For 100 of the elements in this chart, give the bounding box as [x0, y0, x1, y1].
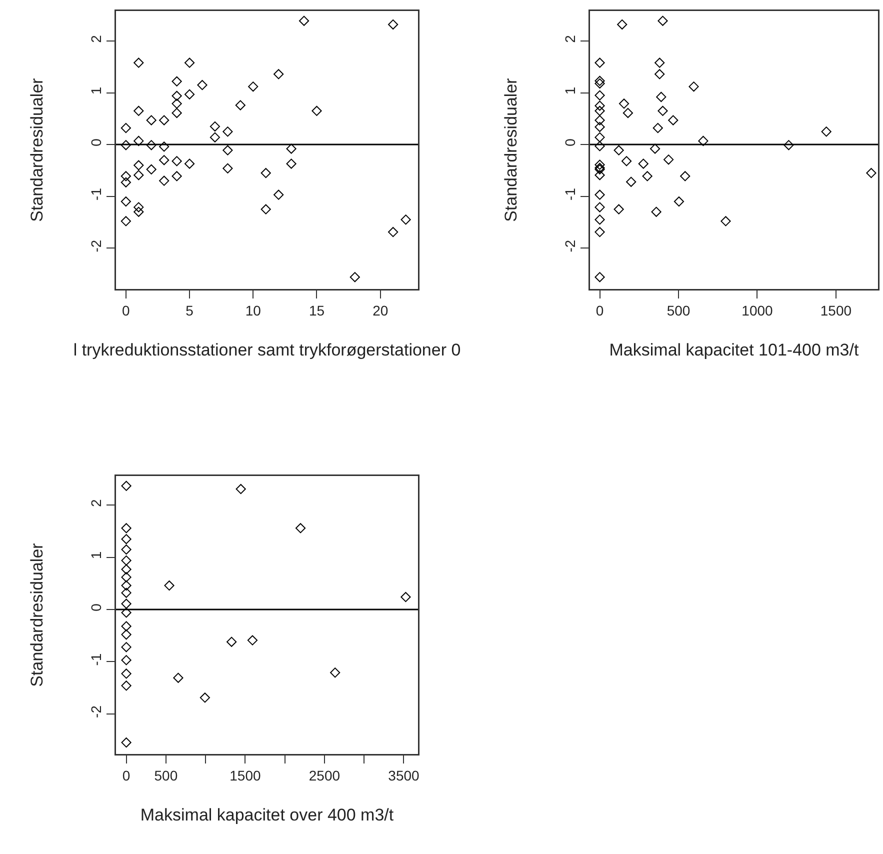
point — [260, 168, 271, 178]
y-axis-title: Standardresidualer — [28, 542, 47, 687]
point — [172, 76, 182, 86]
y-tick-label: -2 — [88, 240, 104, 252]
point — [866, 168, 876, 178]
point — [638, 158, 648, 169]
point — [654, 69, 665, 80]
x-tick-label: 1500 — [820, 302, 852, 318]
y-tick-label: -2 — [562, 240, 578, 252]
point — [668, 115, 678, 126]
point — [134, 160, 144, 170]
x-tick-label: 5 — [186, 302, 194, 318]
x-axis-title: l trykreduktionsstationer samt trykforøgerstationer 0 — [73, 340, 461, 360]
point — [680, 171, 690, 182]
y-tick-label: -2 — [88, 705, 104, 718]
point — [594, 170, 605, 180]
point — [120, 196, 131, 207]
point — [121, 534, 132, 544]
point — [121, 544, 132, 555]
point — [134, 58, 144, 68]
point — [274, 69, 284, 80]
point — [642, 171, 652, 182]
x-tick-label: 1500 — [230, 767, 261, 784]
point — [614, 204, 624, 214]
point — [626, 176, 636, 187]
x-tick-label: 20 — [372, 302, 388, 318]
y-tick-label: 2 — [562, 34, 578, 43]
point — [184, 158, 195, 169]
point — [286, 144, 296, 154]
point — [159, 115, 170, 126]
point — [298, 16, 310, 26]
point — [159, 155, 170, 166]
point — [159, 176, 170, 186]
point — [121, 598, 132, 609]
point — [120, 216, 131, 226]
point — [594, 202, 605, 212]
point — [594, 272, 605, 282]
point — [274, 190, 284, 200]
point — [184, 89, 195, 100]
point — [210, 132, 220, 142]
point — [222, 126, 233, 137]
point — [650, 144, 660, 154]
y-tick-label: 1 — [562, 86, 578, 95]
point — [618, 98, 630, 109]
point — [698, 136, 708, 146]
point — [651, 206, 662, 217]
point — [121, 564, 132, 574]
point — [173, 672, 184, 683]
point — [654, 58, 665, 68]
point — [594, 122, 605, 132]
x-axis-title: Maksimal kapacitet 101-400 m3/t — [609, 340, 859, 360]
point — [400, 214, 411, 225]
point — [222, 145, 233, 156]
point — [121, 523, 132, 534]
y-tick-label: 0 — [88, 138, 104, 146]
point — [614, 145, 624, 156]
point — [134, 202, 144, 212]
point — [121, 580, 132, 591]
point — [121, 642, 132, 652]
point — [295, 523, 306, 534]
point — [226, 636, 237, 647]
point — [594, 100, 605, 111]
y-tick-label: 1 — [88, 86, 104, 95]
y-tick-label: 0 — [88, 603, 104, 612]
x-tick-label: 500 — [666, 302, 690, 318]
point — [134, 136, 144, 146]
point — [658, 16, 668, 26]
point — [400, 592, 411, 602]
point — [235, 100, 246, 110]
point — [121, 572, 132, 582]
point — [134, 206, 144, 217]
point — [330, 668, 340, 678]
point — [594, 160, 605, 170]
point — [121, 588, 132, 598]
point — [121, 655, 132, 666]
point — [350, 272, 360, 282]
x-axis-title: Maksimal kapacitet over 400 m3/t — [140, 805, 394, 824]
x-tick-label: 500 — [154, 767, 178, 784]
x-tick-label: 0 — [122, 302, 130, 318]
point — [656, 92, 666, 102]
y-tick-label: 2 — [88, 499, 104, 508]
point — [184, 58, 195, 68]
point — [658, 106, 668, 116]
point — [784, 140, 794, 150]
point — [594, 90, 605, 100]
point — [594, 227, 605, 238]
y-axis-title: Standardresidualer — [28, 78, 47, 222]
point — [720, 216, 731, 226]
point — [121, 555, 132, 566]
point — [121, 608, 132, 618]
y-tick-label: -1 — [562, 188, 578, 200]
point — [121, 630, 132, 640]
point — [236, 484, 246, 494]
y-tick-label: 0 — [562, 138, 578, 146]
point — [821, 126, 832, 137]
y-axis-title: Standardresidualer — [502, 78, 521, 222]
x-tick-label: 10 — [245, 302, 262, 318]
point — [222, 163, 233, 174]
x-tick-label: 3500 — [388, 767, 420, 784]
point — [594, 106, 605, 116]
